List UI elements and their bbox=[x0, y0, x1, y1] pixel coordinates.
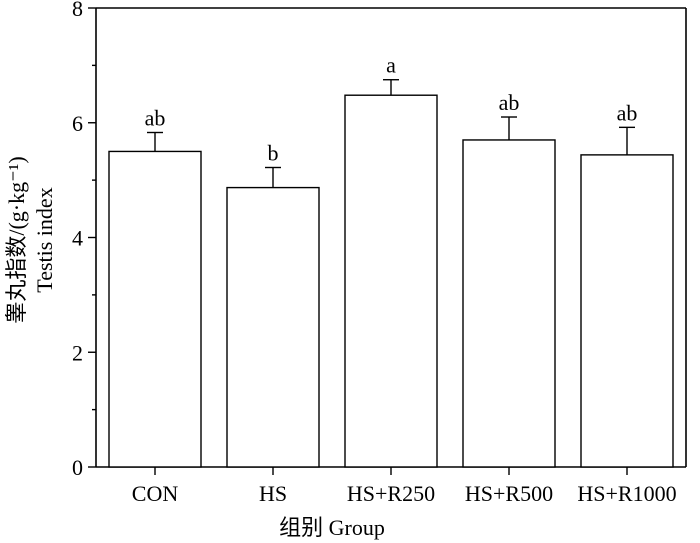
y-tick-label: 8 bbox=[72, 0, 83, 21]
bars bbox=[108, 94, 674, 468]
significance-label: ab bbox=[499, 90, 520, 115]
significance-labels: ab b a ab ab bbox=[145, 53, 638, 166]
x-tick-label: HS bbox=[259, 481, 287, 506]
x-ticks bbox=[154, 467, 628, 475]
bar-hs-r250 bbox=[344, 94, 438, 468]
significance-label: a bbox=[386, 53, 396, 78]
y-tick-label: 2 bbox=[72, 340, 83, 365]
x-tick-label: HS+R1000 bbox=[577, 481, 676, 506]
bar-hs bbox=[226, 186, 320, 468]
bar-con bbox=[108, 150, 202, 468]
category-labels: CON HS HS+R250 HS+R500 HS+R1000 bbox=[132, 481, 677, 506]
x-axis-title: 组别 Group bbox=[279, 515, 385, 540]
bar-hs-r1000 bbox=[580, 154, 674, 468]
y-tick-label: 6 bbox=[72, 111, 83, 136]
x-tick-label: HS+R250 bbox=[347, 481, 435, 506]
significance-label: ab bbox=[145, 106, 166, 131]
x-tick-label: HS+R500 bbox=[465, 481, 553, 506]
significance-label: ab bbox=[617, 100, 638, 125]
y-ticks: 0 2 4 6 8 bbox=[72, 0, 96, 480]
y-tick-label: 0 bbox=[72, 455, 83, 480]
error-bars bbox=[147, 79, 635, 188]
x-tick-label: CON bbox=[132, 481, 179, 506]
y-tick-label: 4 bbox=[72, 226, 83, 251]
significance-label: b bbox=[268, 141, 279, 166]
y-axis-title-cn: 睾丸指数/(g·kg⁻¹) bbox=[4, 156, 29, 323]
bar-hs-r500 bbox=[462, 139, 556, 468]
y-axis-title-en: Testis index bbox=[32, 187, 57, 292]
